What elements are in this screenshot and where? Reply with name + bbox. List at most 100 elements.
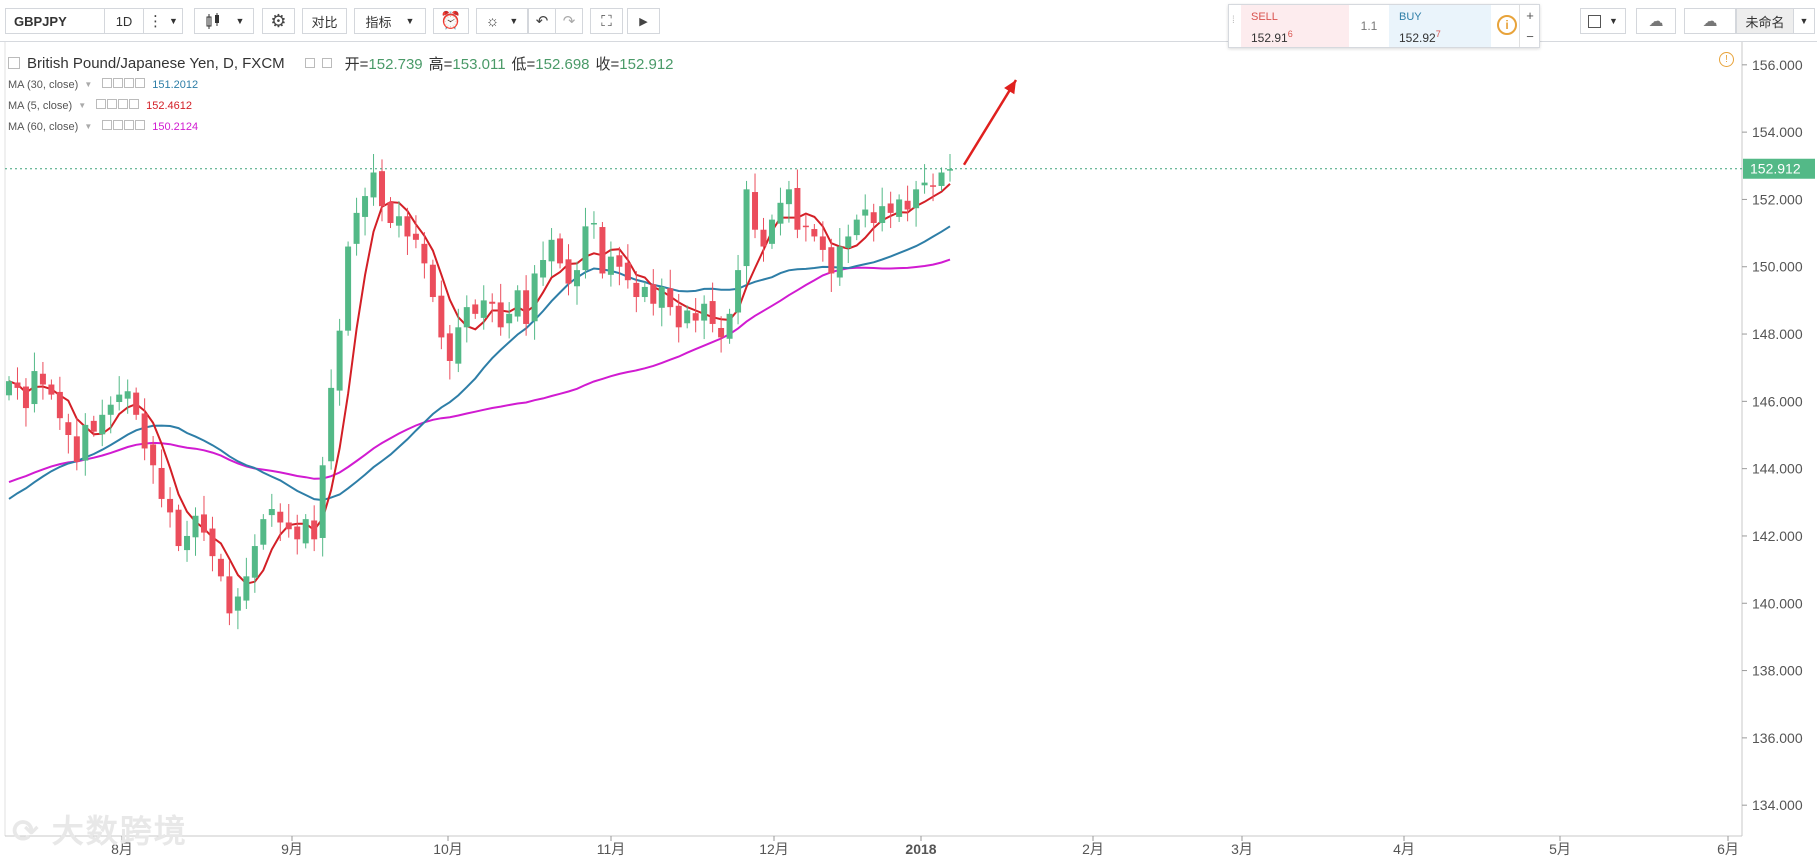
candle-body <box>184 535 191 551</box>
add-icon[interactable] <box>124 78 135 88</box>
cloud-save-button[interactable]: ☁ <box>1684 8 1736 34</box>
price-tick-label: 134.000 <box>1752 797 1803 813</box>
candle-body <box>650 284 657 304</box>
candle-body <box>56 391 63 419</box>
price-tick-label: 138.000 <box>1752 663 1803 679</box>
quantity-stepper: + − <box>1519 5 1540 47</box>
price-tick-label: 142.000 <box>1752 528 1803 544</box>
candle-body <box>319 465 326 538</box>
candle-body <box>217 558 224 577</box>
eye-icon[interactable] <box>96 99 107 109</box>
add-icon[interactable] <box>118 99 129 109</box>
save-menu-button[interactable]: ▼ <box>1793 8 1815 34</box>
candle-body <box>853 219 860 236</box>
chart-style-button[interactable]: ▼ <box>194 8 254 34</box>
interval-menu-button[interactable]: ⋮ ▼ <box>143 8 183 34</box>
candle-body <box>65 422 72 435</box>
candle-body <box>472 304 479 314</box>
gear-icon[interactable] <box>321 58 332 68</box>
candle-body <box>302 519 309 544</box>
candle-body <box>311 520 318 540</box>
candle-body <box>760 229 767 247</box>
candle-body <box>523 290 530 324</box>
close-icon[interactable] <box>135 120 146 130</box>
minus-button[interactable]: − <box>1526 29 1534 44</box>
ma5-legend-row[interactable]: MA (5, close) ▼ 152.4612 <box>8 95 674 116</box>
trend-arrow-line <box>962 79 1018 166</box>
candle-body <box>167 498 174 513</box>
eye-icon[interactable] <box>304 58 315 68</box>
ma60-legend-row[interactable]: MA (60, close) ▼ 150.2124 <box>8 116 674 137</box>
candle-body <box>540 260 547 278</box>
candle-body <box>234 596 241 611</box>
layout-button[interactable]: ▼ <box>1580 8 1626 34</box>
gear-icon[interactable] <box>113 120 124 130</box>
sell-price-main: 152.91 <box>1251 31 1288 45</box>
gear-icon[interactable] <box>113 78 124 88</box>
eye-icon[interactable] <box>102 78 113 88</box>
close-icon[interactable] <box>129 99 140 109</box>
replay-button[interactable]: ▶ <box>627 8 660 34</box>
buy-button[interactable]: BUY 152.927 <box>1389 5 1491 47</box>
series-title: British Pound/Japanese Yen, D, FXCM <box>27 54 285 72</box>
price-chart[interactable]: 156.000 154.000 152.000 150.000 148.000 146.0… <box>0 42 1817 860</box>
interval-button[interactable]: 1D <box>104 8 144 34</box>
plus-button[interactable]: + <box>1526 8 1534 23</box>
gear-icon[interactable] <box>107 99 118 109</box>
candle-body <box>667 288 674 308</box>
price-tick-label: 150.000 <box>1752 259 1803 275</box>
redo-button[interactable]: ↷ <box>555 8 583 34</box>
buy-label: BUY <box>1399 11 1422 23</box>
price-tick-label: 154.000 <box>1752 124 1803 140</box>
play-icon: ▶ <box>639 15 648 28</box>
more-vertical-icon: ⋮ <box>148 13 164 30</box>
save-layout-button[interactable]: 未命名 <box>1736 8 1794 34</box>
gear-icon: ⚙ <box>270 10 287 31</box>
close-icon[interactable] <box>135 78 146 88</box>
time-axis[interactable]: 8月 9月 10月 11月 12月 2018 2月 3月 4月 5月 6月 <box>5 835 1742 857</box>
price-axis[interactable]: 156.000 154.000 152.000 150.000 148.000 146.0… <box>1741 42 1803 836</box>
price-tick-label: 148.000 <box>1752 326 1803 342</box>
alert-button[interactable]: ⏰ <box>433 8 469 34</box>
watermark-mark-icon: ⟳ <box>12 812 41 850</box>
candle-body <box>938 172 945 186</box>
symbol-search-button[interactable]: GBPJPY <box>5 8 105 34</box>
cloud-load-button[interactable]: ☁ <box>1636 8 1676 34</box>
time-tick-label: 2018 <box>905 841 936 857</box>
price-tick-label: 156.000 <box>1752 57 1803 73</box>
chevron-down-icon: ▼ <box>509 16 519 26</box>
buy-price-main: 152.92 <box>1399 31 1436 45</box>
undo-button[interactable]: ↶ <box>528 8 556 34</box>
moving-average-lines <box>8 183 951 585</box>
chevron-down-icon: ▼ <box>235 16 245 26</box>
compare-button[interactable]: 对比 <box>302 8 347 34</box>
sell-button[interactable]: SELL 152.916 <box>1241 5 1349 47</box>
compare-label: 对比 <box>311 14 338 30</box>
lightbulb-icon: ☼ <box>485 12 500 30</box>
ideas-button[interactable]: ☼ ▼ <box>476 8 528 34</box>
drag-handle-icon[interactable]: ⁞ <box>1232 15 1235 26</box>
collapse-legend-icon[interactable] <box>8 57 20 69</box>
indicators-button[interactable]: 指标 ▼ <box>354 8 426 34</box>
candle-body <box>362 196 369 217</box>
ma30-legend-row[interactable]: MA (30, close) ▼ 151.2012 <box>8 74 674 95</box>
chevron-down-icon: ▼ <box>169 16 178 26</box>
fullscreen-button[interactable]: ⛶ <box>590 8 623 34</box>
ma60-line <box>8 258 951 484</box>
warning-icon[interactable]: ! <box>1719 52 1734 67</box>
layout-square-icon <box>1588 14 1602 28</box>
candle-body <box>370 172 377 198</box>
info-icon[interactable]: i <box>1497 15 1517 35</box>
chevron-down-icon: ▼ <box>405 16 415 26</box>
settings-button[interactable]: ⚙ <box>262 8 295 34</box>
spread-value: 1.1 <box>1360 19 1378 33</box>
price-tick-label: 136.000 <box>1752 730 1803 746</box>
candle-body <box>658 286 665 308</box>
candle-body <box>285 522 292 530</box>
price-tick-label: 144.000 <box>1752 461 1803 477</box>
buy-sell-panel: ⁞ SELL 152.916 1.1 BUY 152.927 i + − <box>1228 4 1540 48</box>
eye-icon[interactable] <box>102 120 113 130</box>
add-icon[interactable] <box>124 120 135 130</box>
candle-body <box>48 384 55 395</box>
candle-body <box>828 247 835 274</box>
